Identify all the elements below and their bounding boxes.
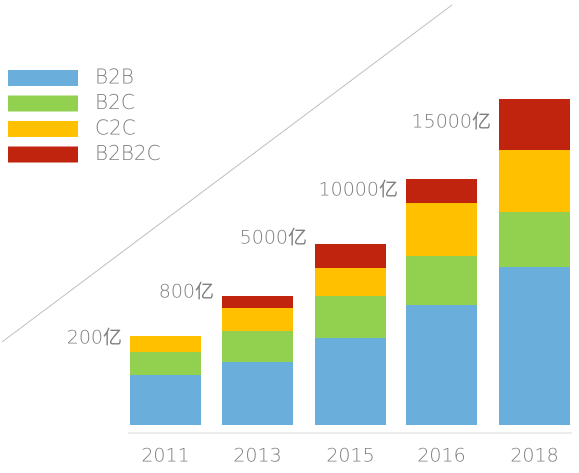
total-label: 10000亿 <box>319 179 398 201</box>
bar-segment <box>315 338 386 425</box>
legend-swatch <box>8 95 78 112</box>
total-label: 800亿 <box>159 281 214 303</box>
x-tick-label: 2018 <box>510 445 558 467</box>
legend-label: B2B2C <box>95 141 161 165</box>
bar-segment <box>499 99 570 150</box>
legend-swatch <box>8 70 78 86</box>
bar-segment <box>222 296 293 308</box>
legend-label: C2C <box>95 116 136 140</box>
bar-segment <box>315 268 386 296</box>
legend-swatch <box>8 121 78 137</box>
bar-segment <box>499 212 570 267</box>
x-tick-label: 2011 <box>141 445 189 467</box>
bar-segment <box>406 305 477 425</box>
bar-segment <box>222 331 293 362</box>
bar-segment <box>130 375 201 425</box>
total-label: 5000亿 <box>240 227 307 249</box>
bar-segment <box>315 296 386 338</box>
x-tick-label: 2016 <box>417 445 465 467</box>
decorative-diagonal <box>1 4 453 343</box>
x-tick-label: 2013 <box>233 445 281 467</box>
bar-segment <box>499 267 570 425</box>
legend-label: B2B <box>95 65 134 89</box>
bar-segment <box>130 336 201 352</box>
legend-label: B2C <box>95 90 135 114</box>
legend-swatch <box>8 146 78 163</box>
bar-segment <box>406 203 477 256</box>
total-label: 15000亿 <box>412 111 491 133</box>
bar-segment <box>222 362 293 425</box>
bar-segment <box>315 244 386 268</box>
total-label: 200亿 <box>67 327 122 349</box>
bar-segment <box>406 256 477 305</box>
bar-segment <box>222 308 293 331</box>
bar-segment <box>406 179 477 203</box>
bar-segment <box>499 150 570 212</box>
bar-segment <box>130 352 201 375</box>
x-tick-label: 2015 <box>326 445 374 467</box>
